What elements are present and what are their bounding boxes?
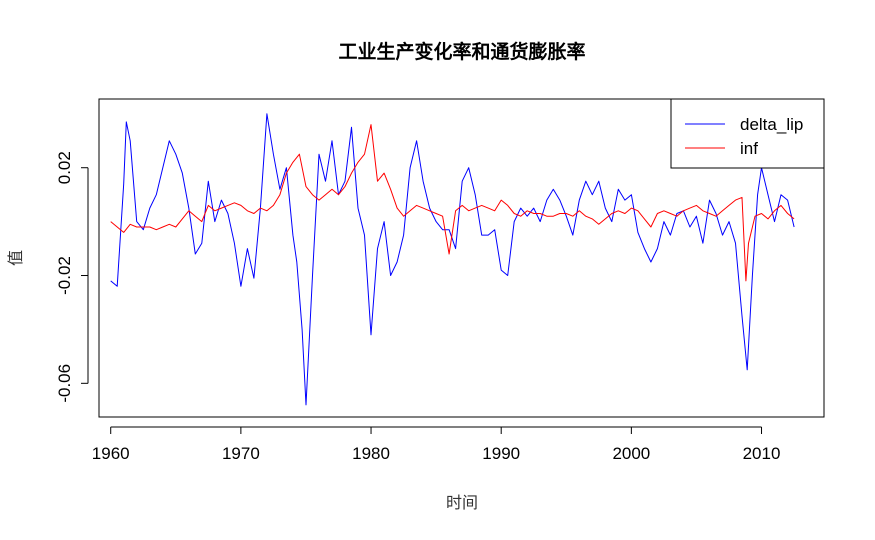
x-tick-label: 2010 [743, 444, 781, 463]
y-axis-label: 值 [6, 250, 25, 266]
y-tick-label: -0.06 [55, 364, 74, 403]
y-axis: 0.02 -0.02 -0.06 [55, 151, 89, 403]
legend-label-inf: inf [740, 139, 758, 158]
series-layer [110, 113, 795, 406]
y-tick-label: 0.02 [55, 151, 74, 184]
x-tick-label: 1970 [222, 444, 260, 463]
legend-label-delta-lip: delta_lip [740, 115, 803, 134]
x-tick-label: 1990 [482, 444, 520, 463]
plot-area-frame [98, 98, 825, 418]
chart-title: 工业生产变化率和通货膨胀率 [338, 40, 585, 63]
legend: delta_lip inf [670, 98, 825, 169]
x-tick-label: 2000 [612, 444, 650, 463]
x-axis-label: 时间 [446, 493, 478, 512]
series-line-inf [110, 124, 795, 282]
legend-frame [670, 98, 825, 169]
x-tick-label: 1960 [92, 444, 130, 463]
x-axis: 1960 1970 1980 1990 2000 2010 [92, 426, 781, 463]
x-tick-label: 1980 [352, 444, 390, 463]
y-tick-label: -0.02 [55, 256, 74, 295]
